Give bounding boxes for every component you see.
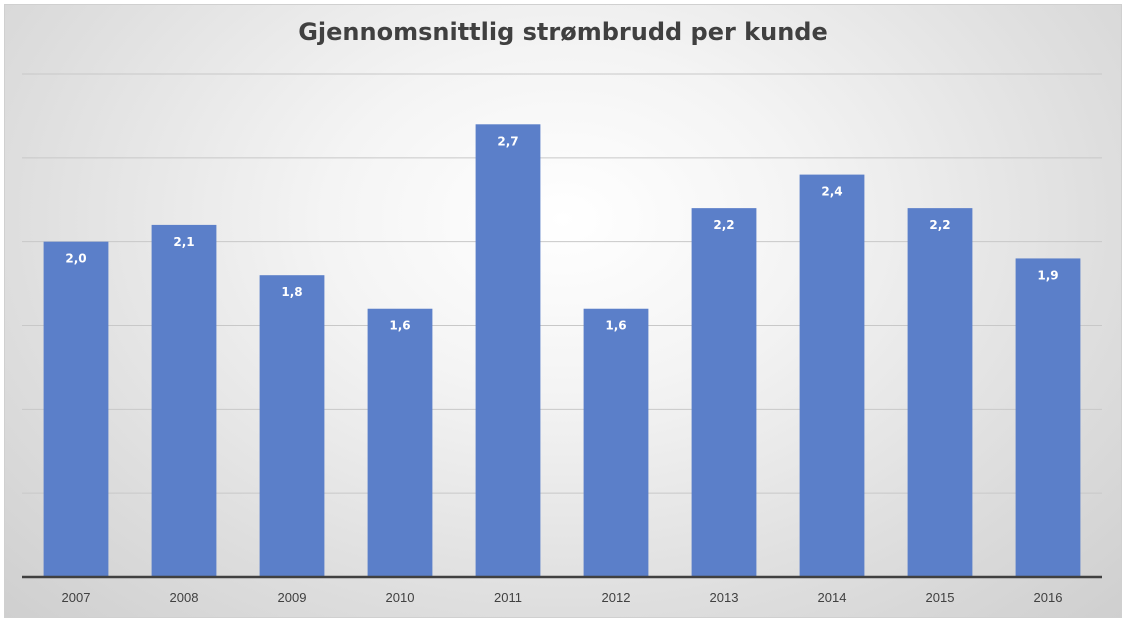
chart-title: Gjennomsnittlig strømbrudd per kunde <box>298 18 828 46</box>
data-label-2010: 1,6 <box>389 319 410 333</box>
bar-2010 <box>367 308 433 577</box>
x-tick-label-2015: 2015 <box>926 590 955 605</box>
bar-2016 <box>1015 258 1081 577</box>
x-tick-label-2016: 2016 <box>1034 590 1063 605</box>
data-label-2008: 2,1 <box>173 235 194 249</box>
x-tick-label-2007: 2007 <box>62 590 91 605</box>
data-label-2011: 2,7 <box>497 134 518 148</box>
bar-2011 <box>475 124 541 578</box>
data-label-2009: 1,8 <box>281 285 302 299</box>
x-tick-label-2012: 2012 <box>602 590 631 605</box>
data-label-2016: 1,9 <box>1037 268 1058 282</box>
data-label-2014: 2,4 <box>821 185 842 199</box>
bar-2007 <box>43 241 109 577</box>
x-tick-label-2010: 2010 <box>386 590 415 605</box>
x-tick-label-2013: 2013 <box>710 590 739 605</box>
x-tick-label-2011: 2011 <box>494 590 522 605</box>
x-tick-label-2014: 2014 <box>818 590 847 605</box>
bar-2009 <box>259 275 325 577</box>
bar-2013 <box>691 208 757 577</box>
bar-2014 <box>799 174 865 577</box>
bar-2012 <box>583 308 649 577</box>
data-label-2007: 2,0 <box>65 252 86 266</box>
data-label-2012: 1,6 <box>605 319 626 333</box>
data-label-2015: 2,2 <box>929 218 950 232</box>
x-tick-label-2008: 2008 <box>170 590 199 605</box>
bar-2008 <box>151 224 217 577</box>
data-label-2013: 2,2 <box>713 218 734 232</box>
bar-2015 <box>907 208 973 577</box>
x-tick-label-2009: 2009 <box>278 590 307 605</box>
